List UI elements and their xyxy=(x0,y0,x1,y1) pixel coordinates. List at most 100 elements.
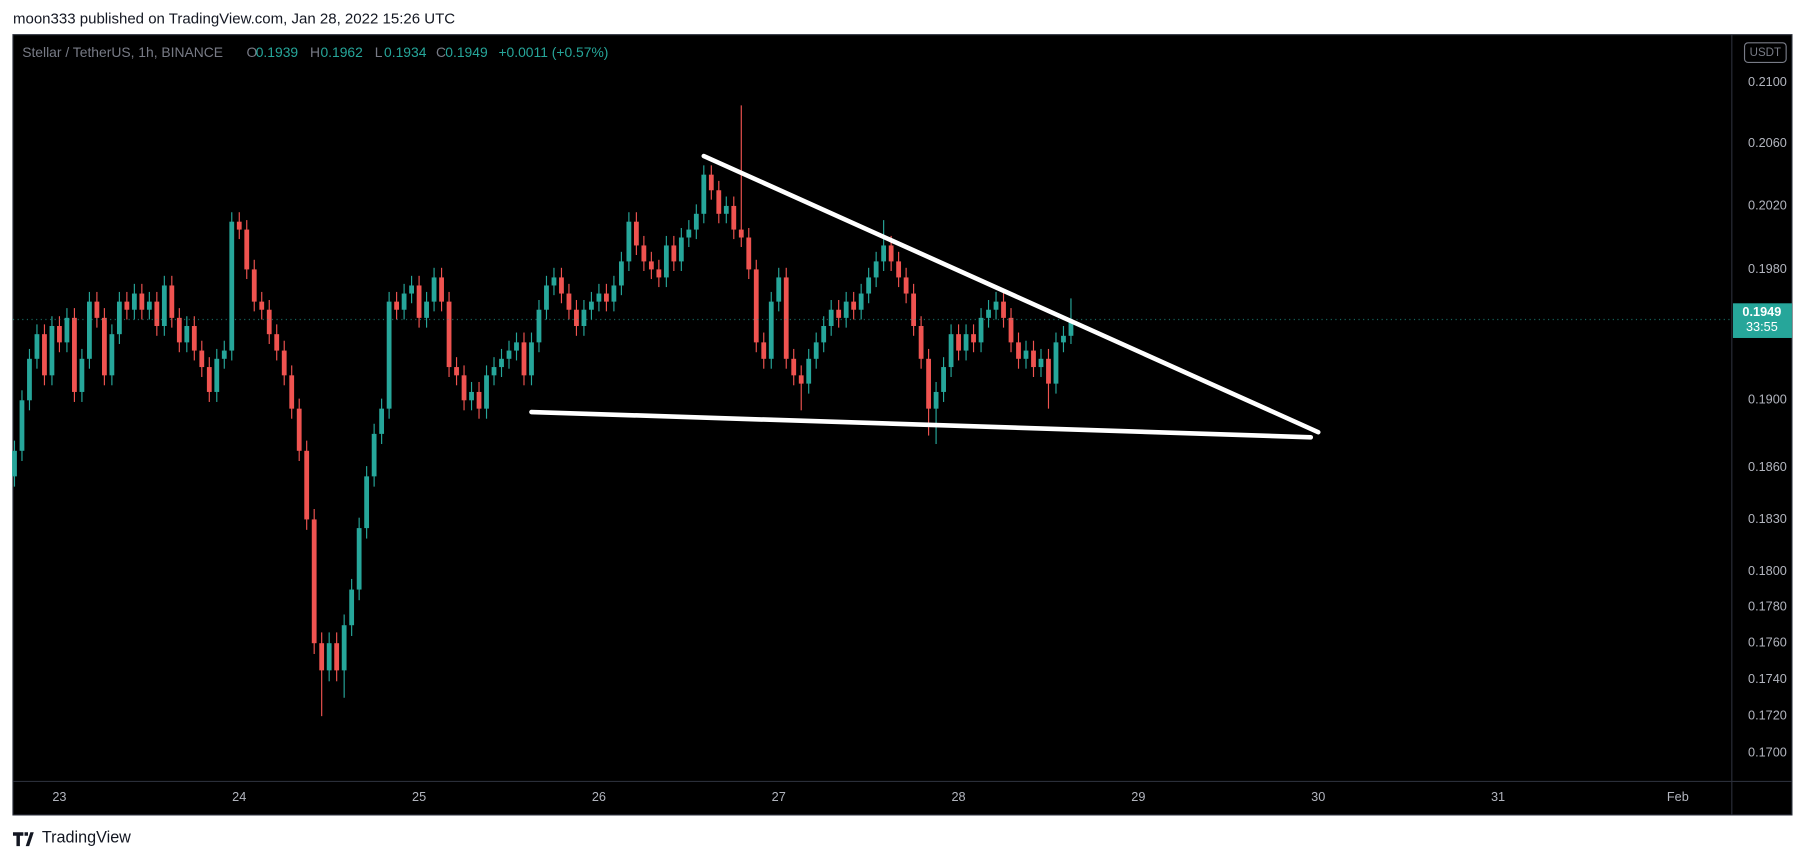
y-tick-label: 0.1860 xyxy=(1748,459,1787,474)
candle-body xyxy=(109,334,115,376)
price-tag-value: 0.1949 xyxy=(1742,304,1781,319)
candle-body xyxy=(341,625,347,671)
candle-body xyxy=(589,301,594,310)
published-line: moon333 published on TradingView.com, Ja… xyxy=(13,11,455,28)
candle-body xyxy=(491,367,497,376)
symbol-title: Stellar / TetherUS, 1h, BINANCE xyxy=(22,44,223,60)
candle-body xyxy=(986,309,991,318)
candle-body xyxy=(12,450,17,477)
candle-body xyxy=(828,309,834,327)
candle-body xyxy=(723,205,729,214)
candle-body xyxy=(716,190,722,214)
candle-body xyxy=(319,643,325,671)
candle-body xyxy=(574,309,579,327)
y-tick-label: 0.2100 xyxy=(1748,74,1787,89)
candle-body xyxy=(1046,358,1051,384)
candle-body xyxy=(544,285,549,310)
candle-body xyxy=(866,277,872,294)
candle-body xyxy=(87,301,92,359)
candle-body xyxy=(596,293,602,302)
ohlc-letter: C xyxy=(436,44,446,60)
candle-body xyxy=(708,174,714,191)
logo xyxy=(12,832,34,847)
candle-body xyxy=(116,301,122,335)
candle-body xyxy=(791,358,797,376)
candle-body xyxy=(289,375,295,409)
x-tick-label: 23 xyxy=(52,789,66,804)
candle-body xyxy=(536,309,542,343)
candle-body xyxy=(738,229,744,238)
x-tick-label: 28 xyxy=(951,789,965,804)
candle-body xyxy=(206,367,212,392)
candle-body xyxy=(1038,358,1044,368)
candle-body xyxy=(124,301,130,310)
candle-body xyxy=(566,293,572,310)
candle-body xyxy=(1053,342,1059,384)
currency[interactable]: USDT xyxy=(1750,47,1781,59)
candle-body xyxy=(671,245,677,262)
candle-body xyxy=(896,261,902,278)
candle-body xyxy=(484,375,489,409)
ohlc-letter: L xyxy=(375,44,383,60)
x-tick-label: 31 xyxy=(1491,789,1505,804)
y-tick-label: 0.1980 xyxy=(1748,261,1787,276)
y-tick-label: 0.1700 xyxy=(1748,745,1787,760)
candle-body xyxy=(371,433,377,477)
candle-body xyxy=(469,391,474,401)
candle-body xyxy=(948,334,954,368)
y-tick-label: 0.2060 xyxy=(1748,135,1787,150)
candle-body xyxy=(311,519,317,644)
x-tick-label: 24 xyxy=(232,789,246,804)
candle-body xyxy=(1016,342,1021,359)
candle-body xyxy=(334,643,340,671)
x-tick-label: 25 xyxy=(412,789,426,804)
candle-body xyxy=(214,358,220,392)
candle-body xyxy=(604,293,609,302)
ohlc-value: 0.1962 xyxy=(320,44,363,60)
candle-body xyxy=(798,375,804,384)
candle-body xyxy=(244,229,250,270)
candle-body xyxy=(618,261,624,286)
candle-body xyxy=(296,408,302,451)
candle-body xyxy=(851,301,857,310)
candle-body xyxy=(131,293,137,310)
y-tick-label: 0.1830 xyxy=(1748,511,1787,526)
x-tick-label: 29 xyxy=(1131,789,1145,804)
candle-body xyxy=(1031,350,1036,368)
candle-body xyxy=(529,342,534,376)
ohlc-value: 0.1939 xyxy=(256,44,299,60)
candle-body xyxy=(386,301,392,409)
candle-body xyxy=(821,326,827,343)
ohlc-letter: H xyxy=(310,44,320,60)
logo-mark xyxy=(12,832,34,847)
x-tick-label: 26 xyxy=(592,789,606,804)
candle-body xyxy=(229,221,235,351)
candle-body xyxy=(918,326,924,359)
candle-body xyxy=(431,277,437,302)
candle-body xyxy=(641,245,647,262)
candle-body xyxy=(364,476,370,529)
brand: TradingView xyxy=(42,828,131,846)
trend-line xyxy=(529,409,1314,440)
candle-body xyxy=(663,245,669,278)
y-tick-label: 0.1900 xyxy=(1748,392,1787,407)
candle-body xyxy=(169,285,175,318)
candle-body xyxy=(843,301,849,318)
candle-body xyxy=(753,269,759,343)
candle-body xyxy=(956,334,961,351)
candle-body xyxy=(64,317,70,343)
y-tick-label: 0.1720 xyxy=(1748,708,1787,723)
candle-body xyxy=(993,301,999,310)
candle-body xyxy=(768,301,774,359)
candle-body xyxy=(27,358,32,401)
candle-body xyxy=(161,285,167,327)
candle-body xyxy=(34,334,40,359)
ohlc-value: 0.1934 xyxy=(384,44,427,60)
candle-body xyxy=(199,350,205,368)
candle-body xyxy=(836,309,842,318)
currency-box[interactable] xyxy=(1743,42,1787,63)
candle-body xyxy=(259,301,265,310)
candle-body xyxy=(881,245,887,262)
